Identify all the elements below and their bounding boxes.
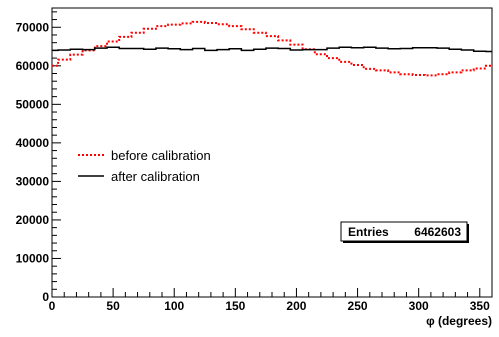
x-axis: 0 50 100 150 200 250 300 350 [49, 288, 493, 313]
legend-label-after-calibration: after calibration [111, 169, 200, 184]
x-tick-label: 100 [164, 299, 184, 313]
y-tick-label: 40000 [16, 136, 50, 150]
x-tick-label: 200 [286, 299, 306, 313]
x-tick-label: 50 [106, 299, 120, 313]
y-tick-label: 0 [42, 290, 49, 304]
y-axis: 0 10000 20000 30000 40000 50000 60000 70000 [16, 11, 61, 304]
stats-box: Entries 6462603 [340, 221, 469, 243]
series-line-after-calibration [52, 46, 492, 53]
y-tick-label: 20000 [16, 213, 50, 227]
series-layer [52, 20, 492, 77]
y-tick-label: 60000 [16, 59, 50, 73]
stats-entries-label: Entries [348, 225, 389, 239]
stats-entries-value: 6462603 [414, 225, 461, 239]
x-tick-label: 0 [49, 299, 56, 313]
stats-box-frame [340, 221, 468, 242]
legend: before calibration after calibration [78, 148, 211, 184]
y-tick-label: 70000 [16, 20, 50, 34]
x-tick-label: 250 [348, 299, 368, 313]
plot-frame [51, 7, 493, 298]
y-tick-label: 50000 [16, 97, 50, 111]
y-tick-label: 30000 [16, 174, 50, 188]
x-axis-title: φ (degrees) [426, 314, 492, 328]
x-tick-label: 300 [409, 299, 429, 313]
x-tick-label: 350 [470, 299, 490, 313]
y-tick-label: 10000 [16, 251, 50, 265]
legend-label-before-calibration: before calibration [111, 148, 211, 163]
x-tick-label: 150 [225, 299, 245, 313]
